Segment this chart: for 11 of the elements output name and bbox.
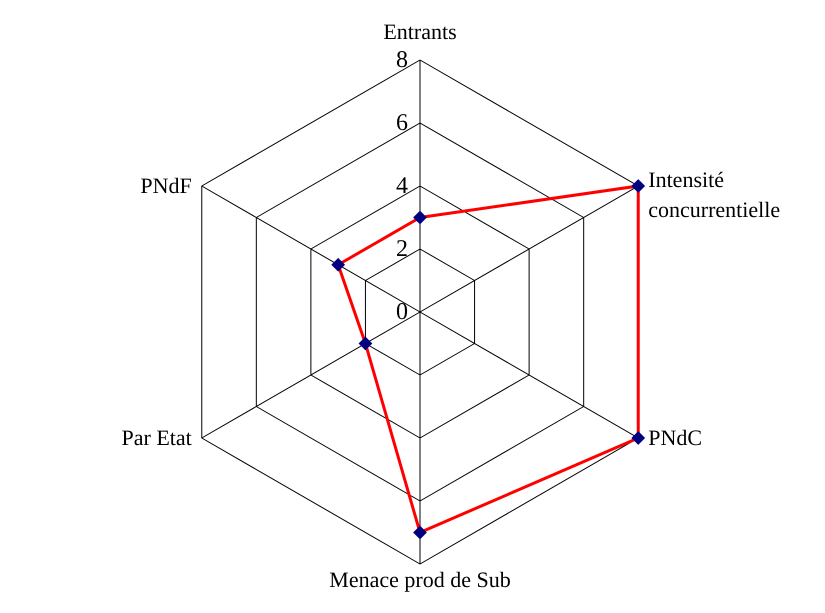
y-tick-label: 6 [396,110,408,136]
spoke-label: Menace prod de Sub [329,567,511,592]
y-tick-label: 0 [396,299,408,325]
y-tick-label: 4 [396,173,408,199]
spoke-label: Intensité concurrentielle [648,167,780,222]
spoke-label: PNdC [648,425,702,450]
y-tick-label: 2 [396,236,408,262]
spoke-label: Entrants [383,19,457,44]
spoke-label: PNdF [140,173,192,198]
y-tick-label: 8 [396,47,408,73]
spoke-label: Par Etat [121,425,192,450]
